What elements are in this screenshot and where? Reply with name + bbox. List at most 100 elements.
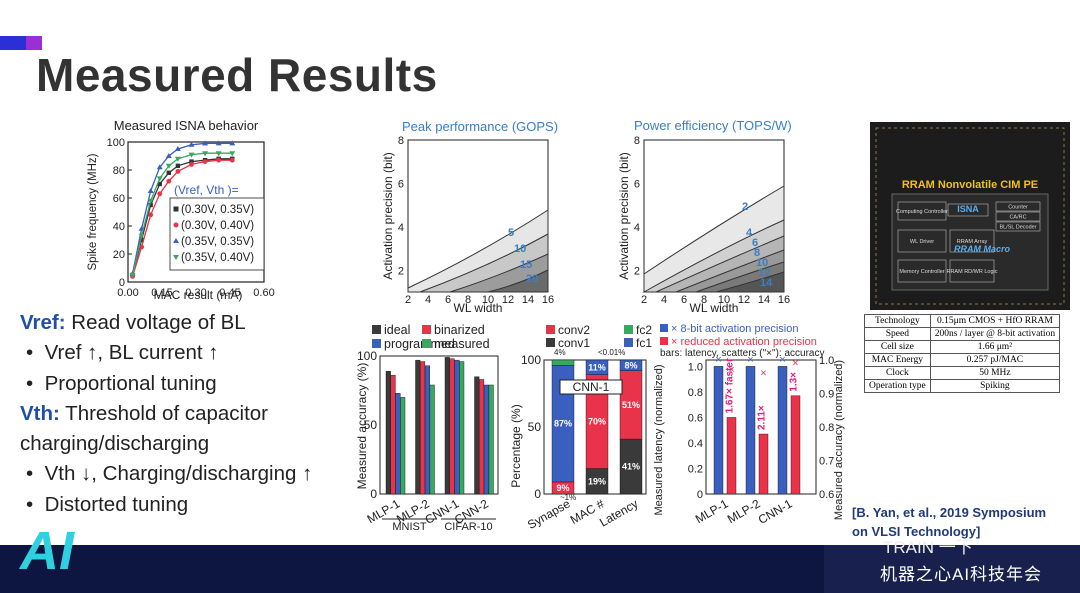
legend-note: bars: latency, scatters ("×"): accuracy — [660, 348, 824, 359]
data-point — [202, 151, 209, 157]
bar-value-label: 87% — [554, 419, 572, 429]
chip-block — [949, 259, 995, 283]
data-point — [129, 273, 136, 278]
accuracy-marker: × — [760, 367, 766, 379]
x-tick-label: 4 — [425, 294, 431, 306]
x-axis-label: MAC result (mA) — [154, 288, 243, 302]
chip-block — [995, 201, 1041, 212]
bar-value-label: 51% — [622, 400, 640, 410]
spec-table: Technology 0.15μm CMOS + HfO RRAM Speed 200… — [864, 314, 1061, 393]
x-tick-label: 4 — [661, 294, 667, 306]
y-tick-label: 100 — [107, 137, 125, 149]
data-point — [189, 159, 194, 164]
chart-title: Measured ISNA behavior — [114, 118, 259, 133]
chip-block-label: WL Driver — [910, 239, 934, 245]
legend-swatch — [546, 325, 555, 334]
x-tick-label: 0.45 — [219, 287, 240, 299]
contour-label: 5 — [508, 227, 514, 239]
annotation-box — [559, 379, 623, 395]
stacked-bar-segment — [551, 359, 575, 366]
bar — [395, 393, 401, 495]
spec-row: Technology 0.15μm CMOS + HfO RRAM — [864, 314, 1061, 328]
vth-description: Threshold of capacitor charging/discharg… — [20, 401, 269, 456]
legend-swatch — [372, 325, 381, 334]
chart-title: Power efficiency (TOPS/W) — [634, 118, 792, 133]
y-tick-label: 4 — [398, 222, 404, 234]
legend-marker — [173, 222, 179, 228]
legend-swatch — [624, 338, 633, 347]
y-tick-label: 6 — [634, 178, 640, 190]
legend-label: fc1 — [636, 336, 652, 350]
chip-pad-ring — [875, 127, 1065, 305]
bar — [449, 358, 455, 495]
legend-swatch — [422, 325, 431, 334]
spec-key: Clock — [864, 366, 931, 380]
speedup-label: 1.67× faster — [725, 358, 736, 413]
data-point — [188, 141, 195, 147]
note-label: 4% — [554, 348, 566, 357]
legend-swatch — [660, 324, 668, 332]
spec-row: MAC Energy 0.257 pJ/MAC — [864, 353, 1061, 367]
chip-block-label: Computing Controller — [896, 209, 948, 215]
event-name: 机器之心AI科技年会 — [880, 565, 1043, 584]
legend-marker — [173, 255, 179, 260]
bullet-item: • Vref ↑, BL current ↑ — [26, 341, 219, 365]
chip-core — [891, 193, 1049, 291]
spec-key: Cell size — [864, 340, 931, 354]
bar — [745, 366, 756, 495]
y2-tick-label: 0.6 — [819, 489, 834, 501]
bar — [390, 375, 396, 495]
data-point — [156, 164, 163, 170]
y-tick-label: 0.6 — [688, 412, 703, 424]
data-point — [147, 188, 154, 193]
x-tick-label: 6 — [445, 294, 451, 306]
accuracy-marker: × — [715, 354, 721, 366]
x-tick-label: 14 — [758, 294, 770, 306]
x-tick-label: 0.15 — [151, 287, 172, 299]
y-tick-label: 80 — [113, 165, 125, 177]
bar — [415, 359, 421, 495]
data-point — [174, 146, 181, 151]
vref-label: Vref: — [20, 311, 66, 334]
title-accent-bar-2 — [26, 36, 42, 50]
x-tick-label: 10 — [482, 294, 494, 306]
data-point — [229, 157, 235, 163]
x-tick-label: 2 — [405, 294, 411, 306]
legend-swatch — [422, 339, 431, 348]
bar — [726, 417, 737, 495]
x-tick-label: MLP-2 — [725, 496, 763, 526]
bar-value-label: 11% — [588, 362, 606, 372]
y-tick-label: 20 — [113, 249, 125, 261]
spec-value: Spiking — [929, 379, 1061, 393]
bar — [790, 395, 801, 495]
isna-chart: Measured ISNA behavior 0.00 0.15 0.30 0.45 0… — [87, 118, 275, 302]
annotation-label: CNN-1 — [573, 380, 610, 394]
chart-title: Peak performance (GOPS) — [402, 119, 558, 134]
data-point — [175, 169, 181, 174]
y-tick-label: 2 — [634, 265, 640, 277]
x-tick-label: 6 — [681, 294, 687, 306]
bar — [424, 365, 430, 495]
spec-value: 200ns / layer @ 8-bit activation — [929, 327, 1061, 341]
data-point — [188, 152, 195, 158]
legend-label: (0.30V, 0.35V) — [181, 204, 254, 216]
x-tick-label: 8 — [701, 294, 707, 306]
bar-value-label: 19% — [588, 476, 606, 486]
citation: [B. Yan, et al., 2019 Symposium on VLSI … — [852, 503, 1046, 541]
y-tick-label: 40 — [113, 221, 125, 233]
chip-block — [995, 221, 1041, 232]
y-tick-label: 4 — [634, 222, 640, 234]
stacked-bar-segment — [619, 359, 643, 371]
bullet-item: • Vth ↓, Charging/discharging ↑ — [26, 462, 313, 486]
contour-region-12 — [715, 271, 785, 293]
legend-marker — [173, 206, 179, 212]
spec-row: Clock 50 MHz — [864, 366, 1061, 380]
bar — [758, 433, 769, 495]
data-point — [147, 198, 154, 204]
data-point — [138, 233, 145, 239]
series-line — [131, 159, 233, 277]
data-point — [166, 178, 172, 184]
y-tick-label: 8 — [634, 135, 640, 147]
data-point — [175, 163, 181, 168]
data-point — [165, 163, 172, 169]
